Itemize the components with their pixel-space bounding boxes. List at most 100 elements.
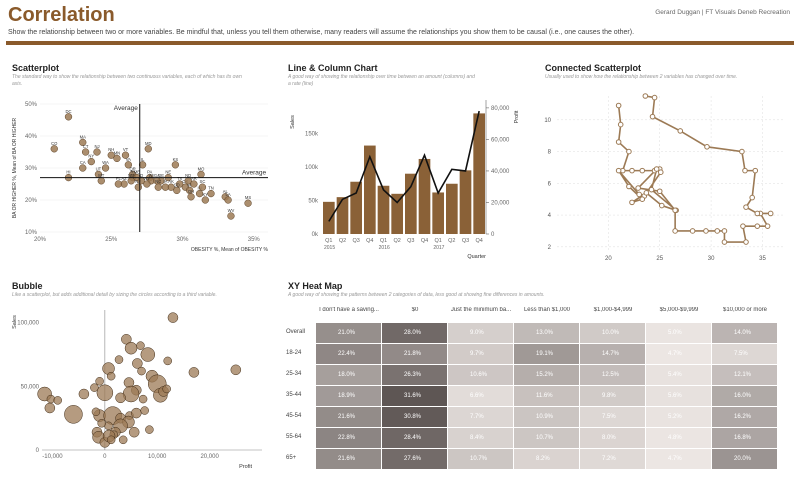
heatmap-row-label: 18-24: [286, 350, 302, 356]
connected-point: [656, 188, 663, 195]
scatter-point: [50, 145, 58, 153]
scatter-point: [176, 180, 184, 188]
heatmap-cell: 8.2%: [514, 449, 579, 469]
x-tick-label: 0: [103, 454, 107, 460]
scatter-point: [81, 148, 90, 156]
connected-point: [635, 185, 641, 191]
x-tick-label: 35%: [248, 237, 261, 243]
scatter-point: [154, 183, 162, 191]
scatter-title: Scatterplot: [12, 63, 60, 73]
connected-point: [764, 223, 771, 229]
connected-point: [651, 94, 658, 101]
point-label: PA: [147, 170, 152, 175]
bubble-point: [118, 435, 128, 445]
heatmap-cell: 10.6%: [448, 365, 513, 385]
y2-tick-label: 80,000: [491, 106, 510, 112]
scatter-point: [161, 183, 170, 191]
point-label: NM: [128, 173, 135, 178]
point-label: NH: [108, 147, 114, 152]
heatmap-cell: 13.0%: [514, 323, 579, 343]
scatter-point: [143, 180, 151, 188]
connected-point: [642, 93, 649, 99]
heatmap-cell: 14.0%: [712, 323, 777, 343]
scatter-point: [134, 183, 142, 191]
column-bar: [336, 197, 349, 234]
point-label: HI: [66, 170, 70, 175]
scatter-point: [190, 180, 198, 188]
bubble-point: [91, 407, 101, 417]
heatmap-cell: 9.8%: [580, 386, 645, 406]
y-tick-label: 10: [544, 118, 551, 124]
connected-point: [639, 196, 646, 202]
x-tick-label: Q2: [448, 238, 455, 244]
heatmap-cell: 10.9%: [514, 407, 579, 427]
point-label: NE: [165, 170, 171, 175]
point-label: WI: [149, 173, 154, 178]
y-tick-label: 4: [548, 213, 552, 219]
bubble-point: [95, 377, 104, 386]
heatmap-cell: 7.2%: [580, 449, 645, 469]
linecol-title: Line & Column Chart: [288, 63, 378, 73]
x-tick-label: Q1: [380, 238, 387, 244]
heatmap-cell: 7.5%: [712, 344, 777, 364]
heatmap-cell: 21.8%: [382, 344, 447, 364]
scatter-point: [224, 196, 232, 204]
connected-chart: 2 4 6 8 10 20 25 30 35: [544, 93, 783, 262]
point-label: OH: [188, 189, 194, 194]
point-label: IA: [163, 179, 167, 184]
connected-point: [636, 191, 642, 198]
connected-point: [626, 183, 632, 190]
connected-point: [767, 210, 774, 217]
point-label: NJ: [94, 144, 99, 149]
connected-point: [626, 148, 632, 155]
heatmap-desc: A good way of showing the patterns betwe…: [288, 292, 545, 298]
heatmap-cell: 7.5%: [580, 407, 645, 427]
bubble-point: [97, 419, 106, 428]
bubble-point: [140, 347, 156, 362]
scatter-point: [101, 164, 110, 172]
point-label: MA: [80, 134, 86, 139]
year-label: 2017: [433, 245, 444, 251]
connected-point: [721, 228, 728, 234]
x-tick-label: Q2: [393, 238, 400, 244]
connected-point: [689, 228, 696, 234]
column-bar: [350, 181, 362, 234]
x-tick-label: Q4: [475, 238, 482, 244]
y-axis-label: BA OR HIGHER %, Mean of BA OR HIGHER: [12, 117, 18, 218]
bubble-point: [128, 426, 140, 438]
bubble-point: [136, 341, 145, 350]
heatmap-column-header: $1,000-$4,999: [593, 307, 633, 313]
connected-point: [754, 210, 761, 217]
scatter-point: [137, 177, 145, 185]
connected-point: [677, 128, 684, 134]
bubble-point: [132, 358, 143, 369]
point-label: SD: [174, 182, 180, 187]
connected-point: [739, 148, 745, 155]
mean-y-label: Average: [242, 170, 266, 177]
y-tick-label: 50,000: [21, 384, 40, 390]
scatter-point: [113, 154, 121, 163]
x-tick-label: Q3: [462, 238, 469, 244]
scatter-point: [87, 157, 95, 166]
scatter-point: [207, 189, 215, 198]
y-tick-label: 30%: [25, 166, 38, 172]
heatmap-cell: 10.7%: [448, 449, 513, 469]
point-label: LA: [226, 192, 231, 197]
bubble-point: [106, 435, 116, 445]
x-tick-label: Q1: [434, 238, 441, 244]
bubble-point: [188, 367, 200, 378]
y-tick-label: 100,000: [17, 321, 39, 327]
column-bar: [432, 192, 444, 234]
connected-point: [653, 166, 660, 172]
bubble-desc: Like a scatterplot, but adds additional …: [12, 292, 217, 298]
header-rule: [6, 41, 794, 45]
connected-point: [643, 190, 650, 196]
connected-point: [615, 167, 622, 174]
scatter-point: [197, 170, 205, 179]
y2-tick-label: 20,000: [491, 200, 510, 206]
connected-point: [743, 239, 749, 245]
connected-point: [617, 121, 624, 128]
scatter-point: [64, 113, 73, 121]
heatmap-cell: 31.6%: [382, 386, 447, 406]
